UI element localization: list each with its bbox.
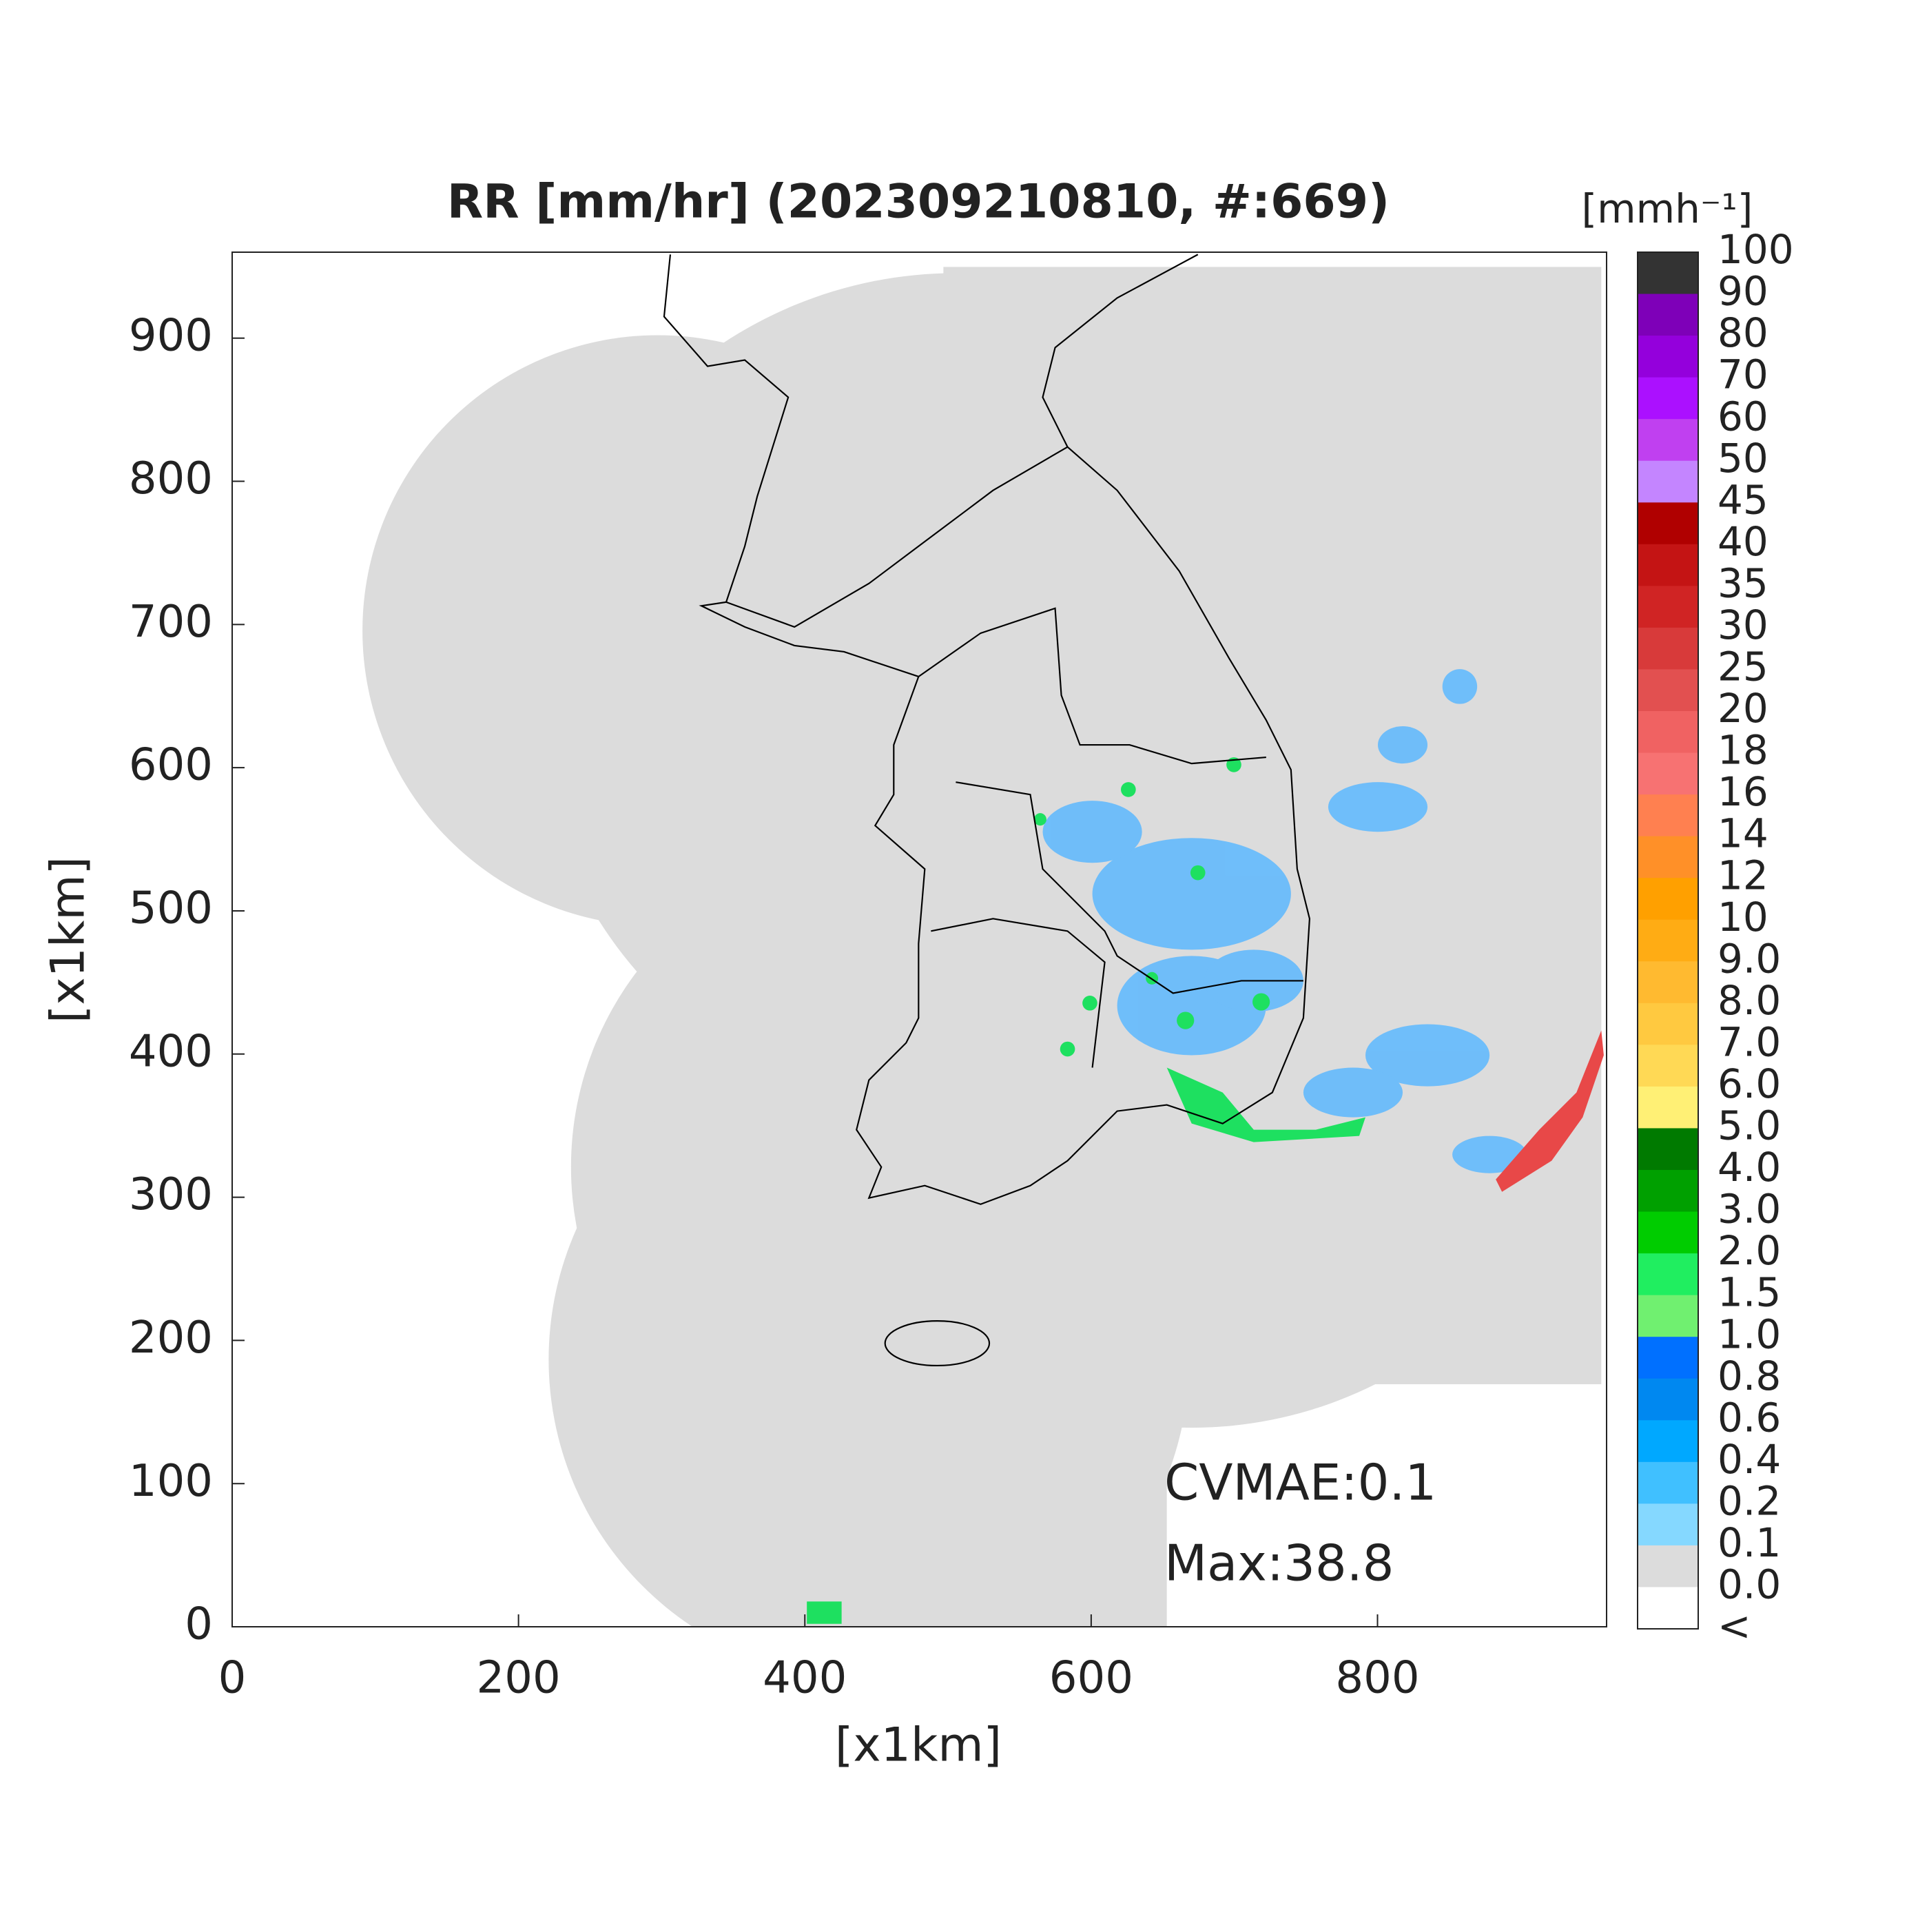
- x-tick-label: 0: [218, 1653, 247, 1704]
- colorbar-bin: [1638, 294, 1698, 336]
- y-tick-label: 100: [129, 1456, 213, 1507]
- colorbar-bin: [1638, 1045, 1698, 1087]
- colorbar-label: 6.0: [1717, 1060, 1781, 1107]
- colorbar-bin: [1638, 836, 1698, 878]
- colorbar-bin: [1638, 419, 1698, 462]
- colorbar-label: 2.0: [1717, 1227, 1781, 1274]
- chart-title: RR [mm/hr] (202309210810, #:669): [447, 175, 1390, 229]
- colorbar-label: 0.1: [1717, 1519, 1781, 1566]
- annotation: CVMAE:0.1: [1164, 1454, 1436, 1512]
- colorbar-bin: [1638, 377, 1698, 420]
- colorbar-label: 12: [1717, 852, 1768, 898]
- colorbar-frame: [1637, 251, 1699, 1630]
- y-axis-label: [x1km]: [41, 856, 96, 1023]
- colorbar-bin: [1638, 878, 1698, 921]
- colorbar-bin: [1638, 336, 1698, 378]
- colorbar-bin: [1638, 794, 1698, 837]
- colorbar-label: 3.0: [1717, 1186, 1781, 1233]
- colorbar-label: 0.8: [1717, 1353, 1781, 1399]
- colorbar-bin: [1638, 1461, 1698, 1504]
- colorbar-bin: [1638, 919, 1698, 962]
- colorbar-label: 70: [1717, 351, 1768, 398]
- colorbar-label: 60: [1717, 393, 1768, 440]
- colorbar-label: 10: [1717, 894, 1768, 941]
- colorbar-bin: [1638, 961, 1698, 1004]
- colorbar-label: 5.0: [1717, 1102, 1781, 1149]
- colorbar-bin: [1638, 460, 1698, 503]
- colorbar-label: 20: [1717, 685, 1768, 732]
- colorbar-label: <: [1717, 1603, 1751, 1650]
- colorbar-bin: [1638, 1086, 1698, 1129]
- colorbar-bin: [1638, 627, 1698, 670]
- coastline: [663, 254, 1310, 1367]
- rain-heavy: [1496, 1030, 1604, 1192]
- colorbar-bin: [1638, 1003, 1698, 1045]
- colorbar-label: 0.4: [1717, 1436, 1781, 1483]
- colorbar-label: 14: [1717, 810, 1768, 857]
- colorbar-label: 8.0: [1717, 977, 1781, 1024]
- colorbar-bin: [1638, 1337, 1698, 1379]
- colorbar-label: 0.2: [1717, 1477, 1781, 1524]
- colorbar-label: 25: [1717, 644, 1768, 690]
- colorbar-bin: [1638, 1295, 1698, 1337]
- colorbar-label: 16: [1717, 768, 1768, 815]
- colorbar-bin: [1638, 1587, 1698, 1630]
- colorbar-bin: [1638, 502, 1698, 545]
- colorbar-label: 35: [1717, 559, 1768, 606]
- colorbar-label: 0.0: [1717, 1561, 1781, 1608]
- x-tick-label: 600: [1049, 1653, 1133, 1704]
- colorbar-label: 4.0: [1717, 1144, 1781, 1191]
- colorbar-bin: [1638, 1211, 1698, 1254]
- map-area: [362, 254, 1604, 1627]
- y-tick-label: 0: [185, 1599, 213, 1650]
- colorbar-label: 1.0: [1717, 1311, 1781, 1357]
- colorbar-label: 90: [1717, 268, 1768, 315]
- plot-frame: [231, 251, 1607, 1627]
- colorbar-bin: [1638, 1253, 1698, 1296]
- colorbar-label: 50: [1717, 435, 1768, 482]
- y-tick-label: 800: [129, 453, 213, 504]
- colorbar-bin: [1638, 252, 1698, 295]
- colorbar-label: 100: [1717, 226, 1794, 273]
- y-tick-label: 500: [129, 883, 213, 934]
- colorbar-label: 80: [1717, 309, 1768, 356]
- colorbar-label: 40: [1717, 518, 1768, 565]
- colorbar-bin: [1638, 1128, 1698, 1171]
- y-tick-label: 600: [129, 740, 213, 791]
- x-axis-label: [x1km]: [835, 1718, 1002, 1773]
- y-tick-label: 400: [129, 1026, 213, 1077]
- rain-light: [1042, 669, 1527, 1173]
- y-tick-label: 200: [129, 1313, 213, 1364]
- colorbar-bin: [1638, 1378, 1698, 1421]
- colorbar-label: 1.5: [1717, 1269, 1781, 1316]
- y-tick-label: 900: [129, 310, 213, 361]
- annotation: Max:38.8: [1164, 1534, 1394, 1592]
- colorbar-bin: [1638, 544, 1698, 586]
- x-tick-label: 800: [1335, 1653, 1419, 1704]
- colorbar-bin: [1638, 752, 1698, 795]
- colorbar-label: 0.6: [1717, 1394, 1781, 1441]
- colorbar-bin: [1638, 1503, 1698, 1546]
- x-tick-label: 200: [477, 1653, 561, 1704]
- colorbar-bin: [1638, 1170, 1698, 1213]
- colorbar-label: 9.0: [1717, 935, 1781, 982]
- colorbar-label: 7.0: [1717, 1018, 1781, 1065]
- colorbar-unit: [mmh⁻¹]: [1582, 185, 1753, 232]
- colorbar-bin: [1638, 1420, 1698, 1463]
- y-tick-label: 300: [129, 1169, 213, 1220]
- colorbar-bin: [1638, 586, 1698, 628]
- colorbar-bin: [1638, 711, 1698, 754]
- colorbar-bin: [1638, 1545, 1698, 1587]
- colorbar-label: 30: [1717, 602, 1768, 648]
- x-tick-label: 400: [763, 1653, 847, 1704]
- colorbar-label: 45: [1717, 476, 1768, 523]
- colorbar-bin: [1638, 669, 1698, 712]
- y-tick-label: 700: [129, 597, 213, 648]
- colorbar-label: 18: [1717, 727, 1768, 774]
